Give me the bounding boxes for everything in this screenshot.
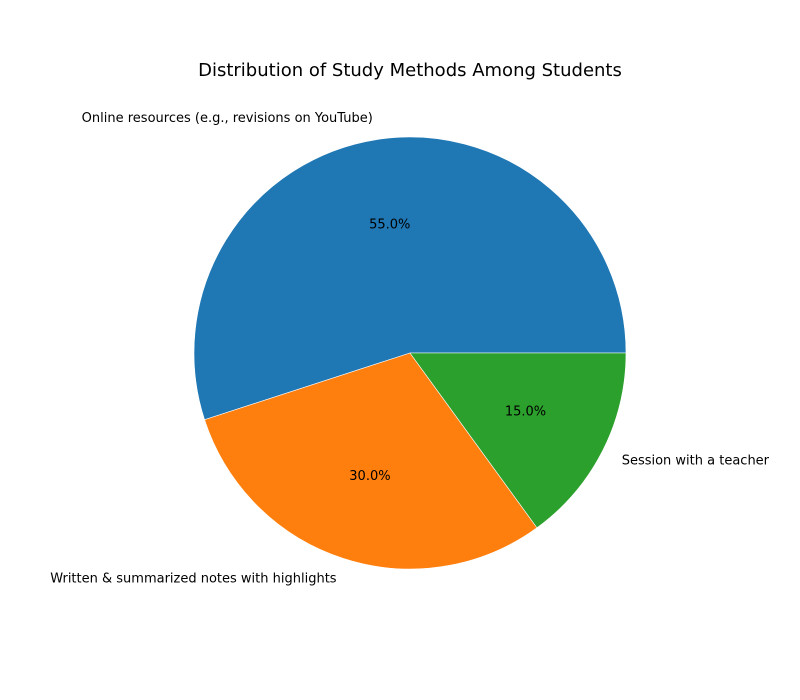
slices-layer — [193, 136, 627, 570]
category-label-3: Session with a teacher — [622, 453, 770, 468]
pie-slice-2 — [204, 352, 538, 570]
percent-label-2: 30.0% — [349, 469, 390, 484]
labels-layer: 55.0% Online resources (e.g., revisions o… — [50, 111, 769, 587]
pie-slice-1 — [193, 136, 627, 421]
percent-label-3: 15.0% — [505, 404, 546, 419]
pie-slice-3 — [409, 352, 627, 529]
chart-title: Distribution of Study Methods Among Stud… — [198, 60, 622, 81]
category-label-1: Online resources (e.g., revisions on You… — [82, 111, 373, 126]
category-label-2: Written & summarized notes with highligh… — [50, 571, 337, 586]
percent-label-1: 55.0% — [369, 218, 410, 233]
